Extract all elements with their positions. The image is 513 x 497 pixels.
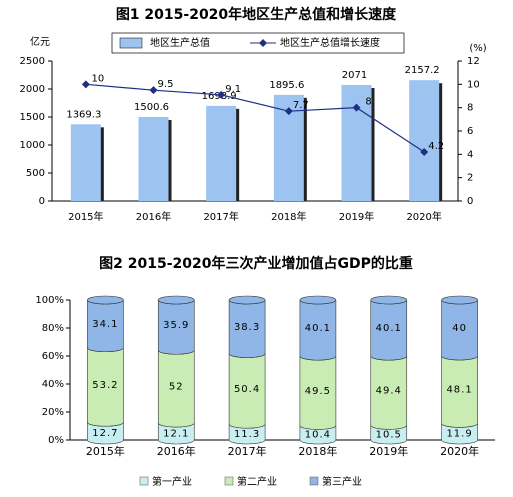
bar [409, 80, 440, 201]
y2-tick-label: 4 [467, 149, 473, 160]
y-tick-label: 20% [42, 407, 64, 418]
line [85, 83, 425, 153]
legend-label: 第二产业 [237, 475, 277, 488]
value-label: 11.3 [234, 429, 260, 440]
x-tick-label: 2015年 [86, 444, 125, 458]
cylinder-top [228, 295, 266, 305]
value-label: 1369.3 [66, 109, 101, 120]
value-label: 11.9 [446, 429, 472, 440]
line-marker [217, 90, 226, 99]
value-label: 8 [365, 97, 371, 108]
y2-tick-label: 8 [467, 103, 473, 114]
y-tick-label: 80% [42, 323, 64, 334]
cylinder-top [157, 295, 195, 305]
y-tick-label: 1000 [20, 140, 45, 151]
x-tick-label: 2016年 [157, 444, 196, 458]
bar [70, 124, 101, 201]
value-label: 2071 [342, 70, 367, 81]
value-label: 38.3 [234, 322, 260, 333]
y-tick-label: 2500 [20, 56, 45, 67]
value-label: 50.4 [234, 384, 260, 395]
legend-swatch [139, 476, 149, 486]
bar [206, 105, 237, 201]
value-label: 34.1 [92, 319, 118, 330]
value-label: 10.4 [305, 430, 331, 441]
y-tick-label: 60% [42, 351, 64, 362]
cylinder-top [370, 295, 408, 305]
y-tick-label: 40% [42, 379, 64, 390]
x-tick-label: 2020年 [440, 444, 479, 458]
cylinder-top [299, 295, 337, 305]
value-label: 2157.2 [405, 65, 440, 76]
x-tick-label: 2016年 [136, 210, 171, 223]
y2-tick-label: 12 [467, 56, 480, 67]
y2-tick-label: 0 [467, 196, 473, 207]
legend-swatch [119, 37, 143, 49]
value-label: 9.1 [225, 84, 241, 95]
value-label: 35.9 [163, 320, 189, 331]
value-label: 52 [169, 382, 184, 393]
line-marker [284, 107, 293, 116]
value-label: 10 [91, 73, 104, 84]
line-marker [149, 86, 158, 95]
y2-axis-label: (%) [469, 43, 486, 54]
x-tick-label: 2019年 [369, 444, 408, 458]
legend-label: 地区生产总值增长速度 [280, 36, 380, 49]
y-tick-label: 100% [35, 295, 64, 306]
line-marker [352, 103, 361, 112]
y-axis-label: 亿元 [30, 35, 50, 48]
line-marker [420, 148, 429, 156]
bar [138, 116, 169, 201]
x-tick-label: 2019年 [339, 210, 374, 223]
x-tick-label: 2017年 [228, 444, 267, 458]
value-label: 12.7 [92, 428, 118, 439]
legend-label: 第一产业 [152, 475, 192, 488]
x-tick-label: 2017年 [203, 210, 238, 223]
legend-label: 第三产业 [322, 475, 362, 488]
value-label: 49.4 [376, 386, 402, 397]
x-tick-label: 2018年 [298, 444, 337, 458]
y-tick-label: 1500 [20, 112, 45, 123]
value-label: 53.2 [92, 380, 118, 391]
cylinder-top [87, 295, 124, 305]
value-label: 4.2 [428, 141, 444, 152]
legend-swatch [309, 476, 319, 486]
cylinder-top [441, 295, 478, 305]
value-label: 1895.6 [269, 80, 304, 91]
y-tick-label: 2000 [20, 84, 45, 95]
value-label: 40 [452, 323, 467, 334]
value-label: 40.1 [305, 323, 331, 334]
value-label: 12.1 [163, 429, 189, 440]
value-label: 9.5 [158, 79, 174, 90]
value-label: 10.5 [376, 430, 402, 441]
chart-title: 图1 2015-2020年地区生产总值和增长速度 [116, 6, 397, 23]
value-label: 49.5 [305, 386, 331, 397]
legend-label: 地区生产总值 [150, 36, 210, 49]
value-label: 1500.6 [134, 102, 169, 113]
x-tick-label: 2015年 [68, 210, 103, 223]
y2-tick-label: 2 [467, 173, 473, 184]
legend-swatch [224, 476, 234, 486]
x-tick-label: 2018年 [271, 210, 306, 223]
chart-title: 图2 2015-2020年三次产业增加值占GDP的比重 [99, 255, 413, 272]
value-label: 40.1 [376, 323, 402, 334]
x-tick-label: 2020年 [406, 210, 441, 223]
value-label: 7.7 [293, 100, 309, 111]
line-marker [81, 80, 90, 89]
value-label: 48.1 [446, 385, 472, 396]
y-tick-label: 0 [39, 196, 45, 207]
y-tick-label: 0% [48, 435, 64, 446]
legend-marker [259, 39, 267, 47]
y-tick-label: 500 [26, 168, 45, 179]
y2-tick-label: 6 [467, 126, 473, 137]
y2-tick-label: 10 [467, 79, 480, 90]
